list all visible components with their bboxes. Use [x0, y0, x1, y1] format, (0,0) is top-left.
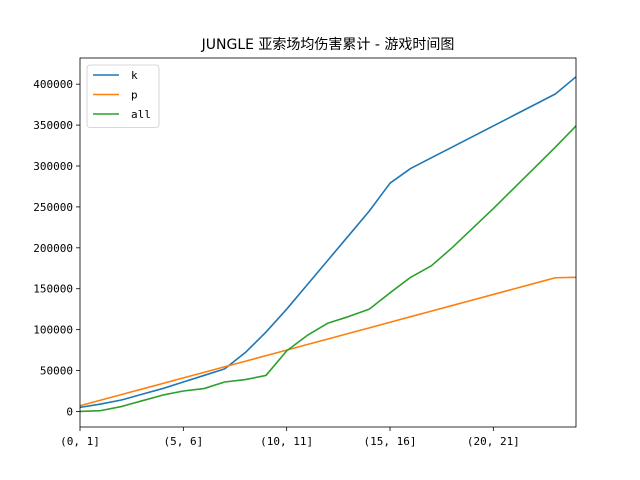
legend-label-p: p: [131, 89, 138, 102]
y-tick-label: 300000: [33, 160, 73, 173]
series-line-p: [79, 276, 577, 407]
legend-box: [86, 64, 160, 128]
plot-frame: [79, 57, 577, 428]
x-tick-label: (15, 16]: [364, 435, 417, 448]
y-tick-label: 400000: [33, 78, 73, 91]
x-tick-label: (10, 11]: [260, 435, 313, 448]
axes-layer: 0 50000 100000 150000 200000 250000 300000 3500…: [33, 57, 577, 448]
y-tick-label: 250000: [33, 201, 73, 214]
y-tick-label: 100000: [33, 324, 73, 337]
y-tick-label: 50000: [40, 365, 73, 378]
y-tick-label: 350000: [33, 119, 73, 132]
y-tick-label: 200000: [33, 242, 73, 255]
legend-label-k: k: [131, 69, 138, 82]
chart-title: JUNGLE 亚索场均伤害累计 - 游戏时间图: [201, 36, 455, 53]
legend: kp all: [86, 64, 160, 128]
y-tick-label: 0: [66, 405, 73, 418]
x-tick-label: (20, 21]: [467, 435, 520, 448]
series-line-k: [79, 76, 577, 409]
series-layer: [79, 76, 577, 413]
series-line-all: [79, 125, 577, 413]
x-tick-label: (0, 1]: [60, 435, 100, 448]
y-tick-label: 150000: [33, 283, 73, 296]
x-tick-label: (5, 6]: [163, 435, 203, 448]
legend-label-all: all: [131, 108, 151, 121]
